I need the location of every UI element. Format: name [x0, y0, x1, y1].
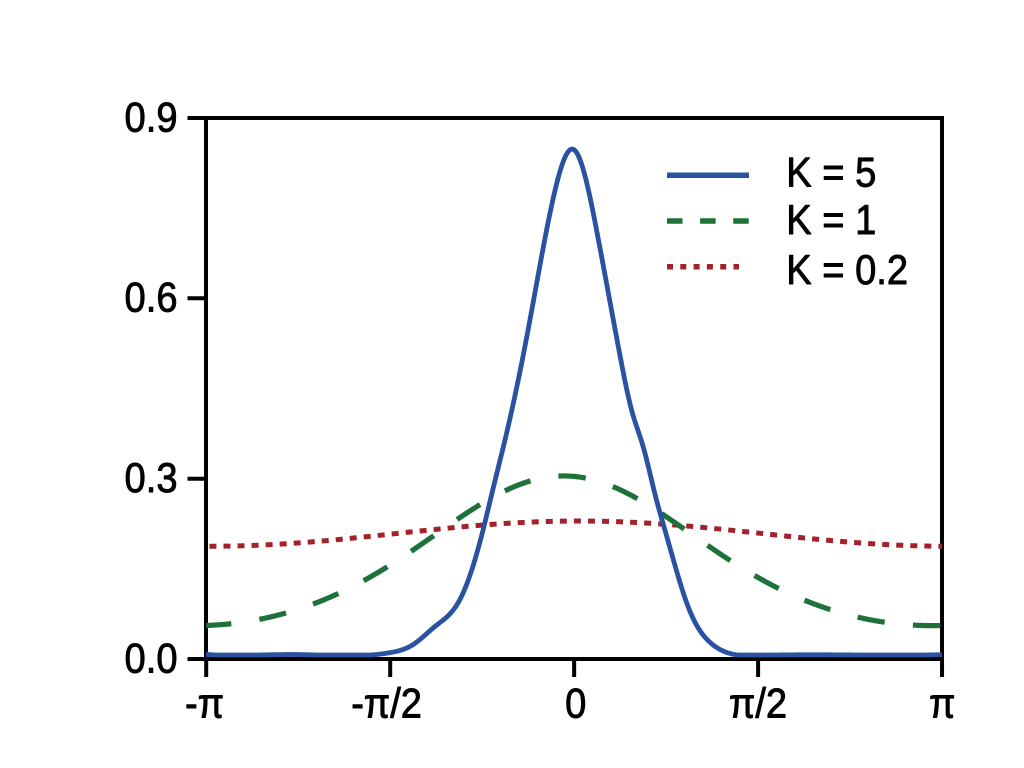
svg-text:0.3: 0.3: [125, 455, 178, 501]
svg-text:π/2: π/2: [729, 681, 787, 727]
svg-text:K = 1: K = 1: [786, 197, 876, 243]
svg-text:-π: -π: [185, 681, 224, 727]
svg-text:0.0: 0.0: [125, 636, 178, 682]
svg-text:0.9: 0.9: [125, 95, 178, 141]
svg-text:K = 0.2: K = 0.2: [786, 247, 908, 293]
svg-text:K = 5: K = 5: [786, 150, 876, 196]
svg-text:0.6: 0.6: [125, 275, 178, 321]
svg-text:0: 0: [565, 681, 586, 727]
svg-text:-π/2: -π/2: [351, 681, 422, 727]
svg-text:π: π: [929, 681, 955, 727]
